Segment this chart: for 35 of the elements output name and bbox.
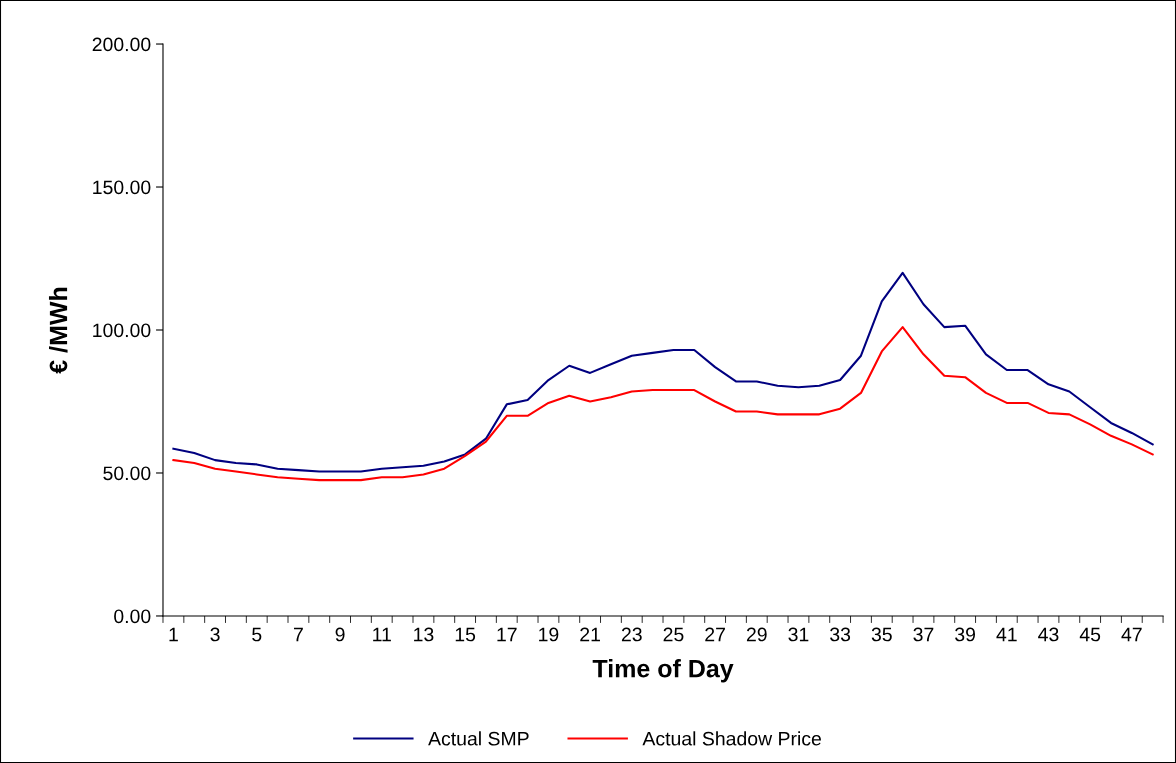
x-tick-label: 17 <box>497 627 517 642</box>
x-tick-label: 27 <box>705 627 725 642</box>
x-tick-label: 23 <box>621 627 642 642</box>
y-tick-label: 200.00 <box>92 37 151 52</box>
y-tick-label: 100.00 <box>93 323 151 338</box>
x-tick-label: 31 <box>788 627 809 642</box>
x-tick-label: 41 <box>996 627 1017 642</box>
line-series <box>172 271 1154 473</box>
x-tick-label: 37 <box>913 627 934 642</box>
x-tick-label: 39 <box>955 627 976 642</box>
x-tick-label: 25 <box>663 627 684 642</box>
legend-label: Actual Shadow Price <box>642 731 821 746</box>
x-tick-label: 45 <box>1079 627 1101 642</box>
x-tick-label: 9 <box>335 627 345 642</box>
y-tick-label: 0.00 <box>114 609 151 624</box>
y-tick-label: 150.00 <box>93 180 151 195</box>
x-tick-label: 11 <box>373 627 391 642</box>
y-axis-title: € /MWh <box>48 287 68 374</box>
x-tick-label: 21 <box>580 627 600 642</box>
y-tick-label: 50.00 <box>103 466 151 481</box>
x-tick-label: 7 <box>294 627 303 642</box>
legend-label: Actual SMP <box>428 731 529 746</box>
x-tick-label: 33 <box>830 627 851 642</box>
x-tick-label: 35 <box>871 627 892 642</box>
x-axis-title: Time of Day <box>592 659 734 683</box>
x-tick-label: 29 <box>746 627 767 642</box>
line-series <box>172 326 1154 482</box>
x-tick-label: 19 <box>539 627 559 642</box>
x-tick-label: 15 <box>455 627 476 642</box>
x-tick-label: 1 <box>169 627 178 642</box>
x-tick-label: 5 <box>252 627 262 642</box>
x-tick-label: 3 <box>210 627 220 642</box>
x-tick-label: 43 <box>1038 627 1059 642</box>
x-tick-label: 13 <box>414 627 434 642</box>
x-tick-label: 47 <box>1121 627 1142 642</box>
